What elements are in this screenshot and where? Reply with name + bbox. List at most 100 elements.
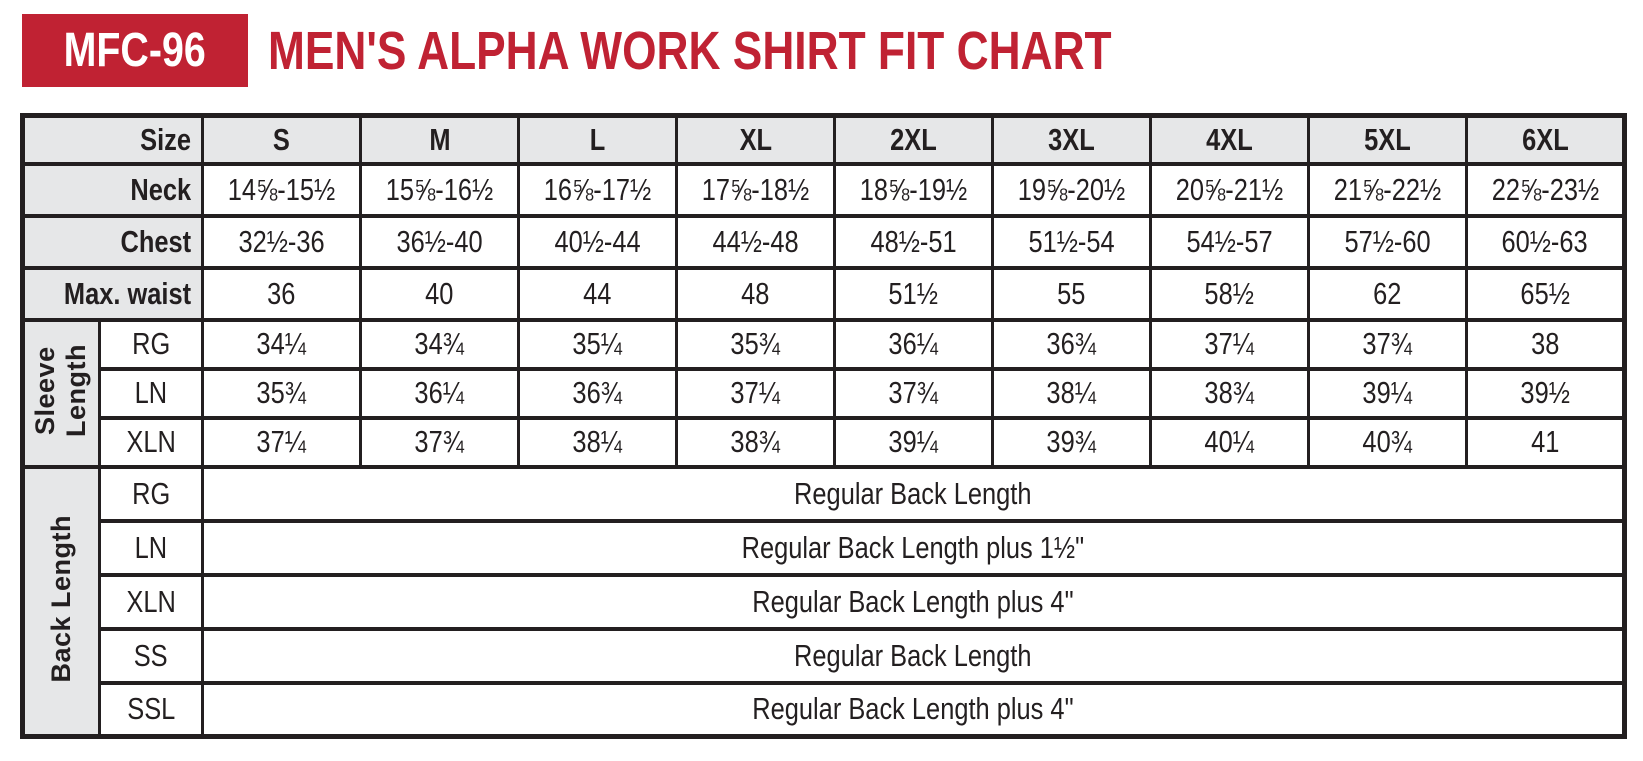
size-header-row: Size S M L XL 2XL 3XL 4XL 5XL 6XL xyxy=(21,113,1626,166)
sleeve-row: XLN 37¼ 37¾ 38¼ 38¾ 39¼ 39¾ 40¼ 40¾ 41 xyxy=(23,415,1626,469)
sleeve-value-M: 36¼ xyxy=(359,366,520,420)
value-cell-5XL: 62 xyxy=(1307,265,1468,322)
back-length-section-label: Back Length xyxy=(21,464,101,739)
value-cell-S-text: 36 xyxy=(267,275,296,311)
row-label-text: Neck xyxy=(130,171,191,207)
sleeve-value-XL-text: 37¼ xyxy=(730,375,781,410)
sleeve-value-6XL: 39½ xyxy=(1465,366,1626,420)
value-cell-5XL-text: 57½-60 xyxy=(1344,223,1431,259)
value-cell-M: 36½-40 xyxy=(359,213,520,270)
value-cell-2XL: 18⅝-19½ xyxy=(833,161,994,218)
size-col-4XL-text: 4XL xyxy=(1206,121,1253,157)
sleeve-value-4XL: 40¼ xyxy=(1149,415,1310,469)
back-sub-label: LN xyxy=(98,518,204,577)
back-sub-label: RG xyxy=(98,464,204,523)
value-cell-5XL: 57½-60 xyxy=(1307,213,1468,270)
product-code-badge: MFC-96 xyxy=(22,14,248,87)
sleeve-value-L: 38¼ xyxy=(517,415,678,469)
sleeve-value-6XL: 38 xyxy=(1465,317,1626,371)
sleeve-value-4XL: 38¾ xyxy=(1149,366,1310,420)
sleeve-value-S: 35¾ xyxy=(201,366,362,420)
sleeve-value-L-text: 36¾ xyxy=(572,375,623,410)
sleeve-value-5XL-text: 39¼ xyxy=(1362,375,1413,410)
measure-row: Chest 32½-36 36½-40 40½-44 44½-48 48½-51 51½-5… xyxy=(21,213,1626,270)
back-row: Back Length RG Regular Back Length xyxy=(21,464,1626,739)
sleeve-value-3XL: 36¾ xyxy=(991,317,1152,371)
value-cell-M: 15⅝-16½ xyxy=(359,161,520,218)
value-cell-2XL: 48½-51 xyxy=(833,213,994,270)
back-sub-label-text: RG xyxy=(131,475,171,511)
sleeve-value-6XL: 41 xyxy=(1465,415,1626,469)
sleeve-value-3XL: 38¼ xyxy=(991,366,1152,420)
size-col-6XL-text: 6XL xyxy=(1521,121,1569,157)
sleeve-value-S-text: 37¼ xyxy=(256,424,307,459)
page-header: MFC-96 MEN'S ALPHA WORK SHIRT FIT CHART xyxy=(22,14,1297,87)
size-col-3XL: 3XL xyxy=(991,113,1152,166)
sleeve-value-XL: 35¾ xyxy=(675,317,836,371)
value-cell-3XL-text: 55 xyxy=(1057,275,1086,311)
value-cell-6XL: 22⅝-23½ xyxy=(1465,161,1626,218)
sleeve-value-3XL: 39¾ xyxy=(991,415,1152,469)
sleeve-value-S: 34¼ xyxy=(201,317,362,371)
value-cell-M-text: 40 xyxy=(425,275,454,311)
back-value: Regular Back Length plus 4" xyxy=(201,572,1626,631)
value-cell-S: 14⅝-15½ xyxy=(201,161,362,218)
row-label-text: Chest xyxy=(120,223,191,259)
sleeve-value-L: 36¾ xyxy=(517,366,678,420)
back-value-text: Regular Back Length plus 1½" xyxy=(741,529,1085,565)
value-cell-3XL: 19⅝-20½ xyxy=(991,161,1152,218)
fit-chart-table: Size S M L XL 2XL 3XL 4XL 5XL 6XL Neck 14⅝-15½ 15⅝-1… xyxy=(20,113,1627,739)
back-value-text: Regular Back Length xyxy=(794,475,1032,511)
sleeve-value-4XL: 37¼ xyxy=(1149,317,1310,371)
sleeve-length-section-label: Sleeve Length xyxy=(21,317,101,469)
value-cell-L: 40½-44 xyxy=(517,213,678,270)
back-value-text: Regular Back Length xyxy=(794,637,1032,673)
back-row: XLN Regular Back Length plus 4" xyxy=(23,572,1626,631)
back-sub-label: SS xyxy=(98,626,204,685)
sleeve-value-3XL-text: 39¾ xyxy=(1046,424,1097,459)
back-sub-label-text: SSL xyxy=(126,691,176,727)
value-cell-XL-text: 44½-48 xyxy=(712,223,799,259)
back-length-section-label-text: Back Length xyxy=(45,514,76,683)
size-col-3XL-text: 3XL xyxy=(1048,121,1095,157)
sleeve-value-S: 37¼ xyxy=(201,415,362,469)
sleeve-sub-label-text: RG xyxy=(131,326,171,361)
sleeve-value-5XL-text: 37¾ xyxy=(1362,326,1413,361)
value-cell-6XL: 60½-63 xyxy=(1465,213,1626,270)
row-label-text: Max. waist xyxy=(63,275,191,311)
size-header-cell-text: Size xyxy=(140,121,191,157)
sleeve-value-M: 34¾ xyxy=(359,317,520,371)
value-cell-XL-text: 48 xyxy=(741,275,770,311)
size-col-S: S xyxy=(201,113,362,166)
row-label: Chest xyxy=(21,213,204,270)
value-cell-S: 36 xyxy=(201,265,362,322)
sleeve-value-6XL-text: 41 xyxy=(1530,424,1560,459)
value-cell-M-text: 15⅝-16½ xyxy=(385,171,494,207)
size-col-M-text: M xyxy=(428,121,451,157)
value-cell-5XL-text: 21⅝-22½ xyxy=(1333,171,1442,207)
value-cell-6XL-text: 60½-63 xyxy=(1501,223,1589,259)
size-col-XL-text: XL xyxy=(739,121,772,157)
size-col-M: M xyxy=(359,113,520,166)
value-cell-L-text: 44 xyxy=(583,275,612,311)
back-value: Regular Back Length plus 4" xyxy=(201,680,1626,739)
value-cell-5XL-text: 62 xyxy=(1373,275,1402,311)
value-cell-5XL: 21⅝-22½ xyxy=(1307,161,1468,218)
back-value-text: Regular Back Length plus 4" xyxy=(752,691,1074,727)
value-cell-4XL-text: 58½ xyxy=(1204,275,1255,311)
back-value: Regular Back Length plus 1½" xyxy=(201,518,1626,577)
back-sub-label-text: XLN xyxy=(126,583,176,619)
value-cell-4XL-text: 20⅝-21½ xyxy=(1175,171,1284,207)
value-cell-3XL: 51½-54 xyxy=(991,213,1152,270)
sleeve-value-4XL-text: 40¼ xyxy=(1204,424,1255,459)
size-col-5XL-text: 5XL xyxy=(1364,121,1411,157)
value-cell-XL: 17⅝-18½ xyxy=(675,161,836,218)
size-col-2XL-text: 2XL xyxy=(890,121,937,157)
sleeve-value-2XL: 37¾ xyxy=(833,366,994,420)
sleeve-sub-label: RG xyxy=(98,317,204,371)
value-cell-4XL-text: 54½-57 xyxy=(1186,223,1273,259)
sleeve-sub-label: LN xyxy=(98,366,204,420)
value-cell-M: 40 xyxy=(359,265,520,322)
size-header-cell: Size xyxy=(21,113,204,166)
